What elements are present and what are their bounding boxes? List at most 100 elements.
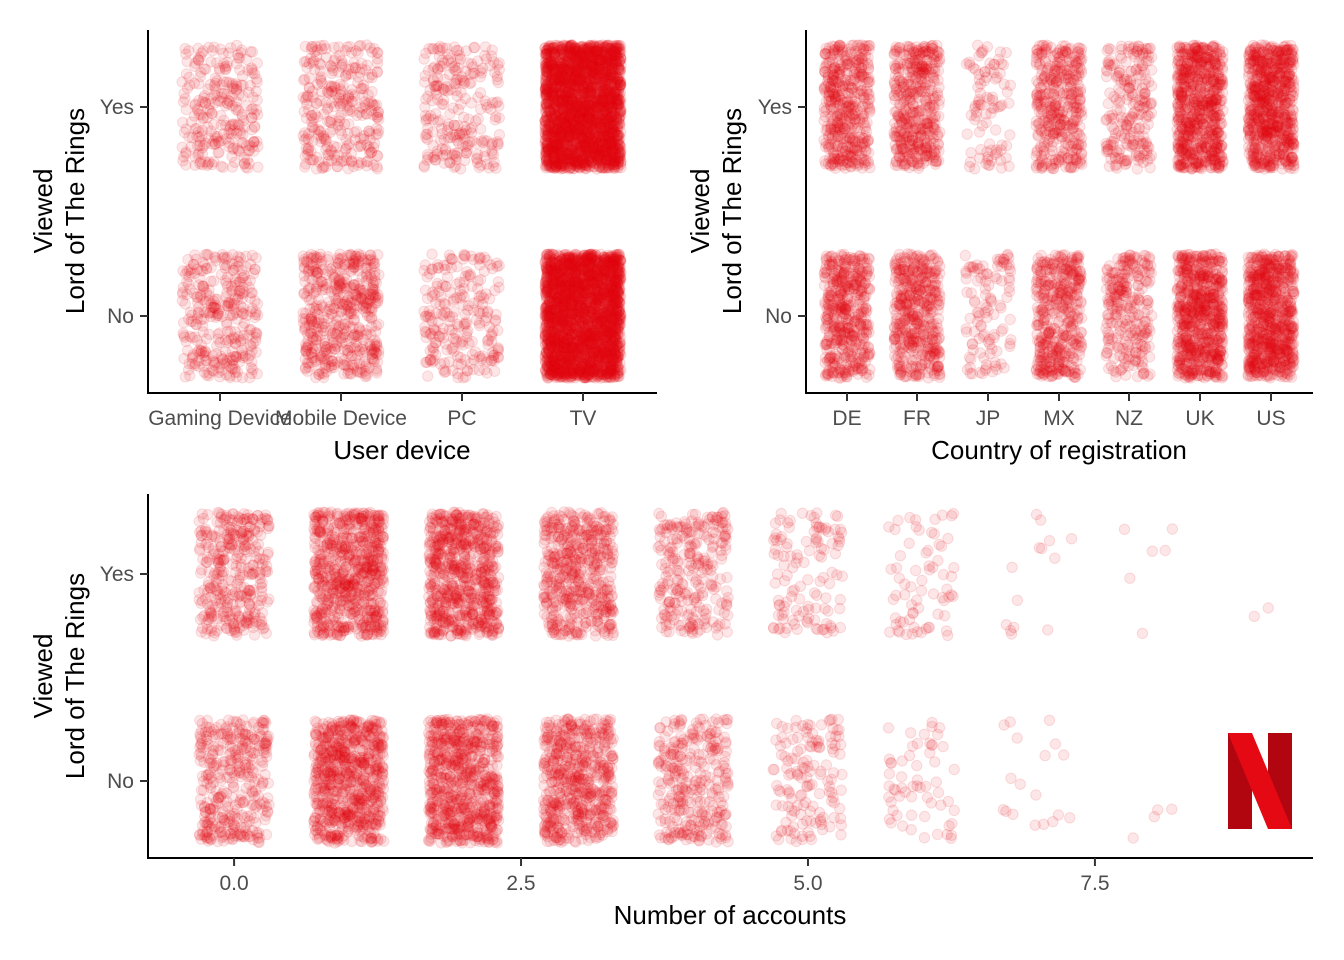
data-point xyxy=(355,249,367,262)
data-point xyxy=(236,344,248,356)
data-point xyxy=(251,298,264,310)
data-point xyxy=(371,163,384,175)
data-point xyxy=(227,355,239,367)
data-point xyxy=(568,282,581,294)
data-point xyxy=(436,98,448,110)
data-point xyxy=(486,97,499,109)
data-point xyxy=(195,289,207,301)
data-point xyxy=(586,299,598,312)
data-point xyxy=(195,66,207,79)
data-point xyxy=(250,306,262,318)
data-point xyxy=(198,283,210,295)
data-point xyxy=(307,265,319,278)
data-point xyxy=(592,322,604,334)
data-point xyxy=(227,363,239,375)
data-point xyxy=(181,82,194,94)
data-point xyxy=(227,331,240,344)
data-point xyxy=(199,137,212,150)
data-point xyxy=(193,54,205,66)
data-point xyxy=(184,306,197,318)
data-point xyxy=(369,99,381,112)
data-point xyxy=(246,302,259,315)
data-point xyxy=(474,103,487,115)
data-point xyxy=(249,263,261,275)
data-point xyxy=(189,359,201,372)
data-point xyxy=(214,336,226,349)
data-point xyxy=(198,350,210,362)
data-point xyxy=(177,327,189,339)
data-point xyxy=(237,302,250,314)
data-point xyxy=(541,332,553,345)
data-point xyxy=(194,348,206,360)
data-point xyxy=(245,362,257,374)
data-point xyxy=(329,343,341,355)
data-point xyxy=(230,276,242,288)
data-point xyxy=(349,62,361,75)
data-point xyxy=(438,297,450,309)
data-point xyxy=(227,359,239,371)
data-point xyxy=(207,295,220,307)
data-point xyxy=(315,71,327,83)
data-point xyxy=(208,275,220,287)
data-point xyxy=(424,110,437,122)
data-point xyxy=(181,276,193,288)
data-point xyxy=(222,300,234,312)
data-point xyxy=(466,335,478,348)
data-point xyxy=(226,132,238,145)
data-point xyxy=(458,250,470,262)
data-point xyxy=(606,353,618,365)
data-point xyxy=(192,306,205,319)
data-point xyxy=(219,274,232,287)
data-point xyxy=(229,273,242,285)
data-point xyxy=(475,354,487,366)
data-point xyxy=(224,371,236,384)
data-point xyxy=(225,333,237,345)
data-point xyxy=(230,350,242,363)
data-point xyxy=(215,350,228,363)
data-point xyxy=(363,303,376,315)
data-point xyxy=(217,353,229,365)
data-point xyxy=(475,289,488,302)
data-point xyxy=(242,64,254,77)
data-point xyxy=(348,90,361,102)
data-point xyxy=(177,288,189,300)
data-point xyxy=(238,151,250,163)
data-point xyxy=(428,80,441,93)
data-point xyxy=(368,345,380,357)
data-point xyxy=(222,97,234,110)
data-point xyxy=(250,331,262,344)
data-point xyxy=(448,306,460,318)
data-point xyxy=(246,287,259,299)
data-point xyxy=(437,364,450,376)
data-point xyxy=(203,370,215,382)
data-point xyxy=(250,335,262,347)
data-point xyxy=(197,346,210,358)
data-point xyxy=(247,363,259,376)
data-point xyxy=(210,255,222,267)
data-point xyxy=(561,372,574,384)
data-point xyxy=(359,262,372,274)
data-point xyxy=(227,249,239,261)
data-point xyxy=(180,103,192,116)
data-point xyxy=(250,252,262,264)
data-point xyxy=(353,366,366,378)
data-point xyxy=(197,320,209,332)
data-point xyxy=(490,111,502,123)
data-point xyxy=(367,109,379,121)
data-point xyxy=(237,307,249,320)
data-point xyxy=(245,340,257,353)
data-point xyxy=(177,286,189,298)
data-point xyxy=(180,268,192,280)
data-point xyxy=(238,286,250,298)
data-point xyxy=(566,256,578,268)
data-point xyxy=(472,113,484,125)
data-point xyxy=(237,288,249,300)
data-point xyxy=(231,366,244,378)
data-point xyxy=(178,352,190,365)
data-point xyxy=(454,163,467,175)
data-point xyxy=(229,292,242,304)
data-point xyxy=(492,59,504,71)
data-point xyxy=(181,55,193,68)
data-point xyxy=(322,251,334,263)
